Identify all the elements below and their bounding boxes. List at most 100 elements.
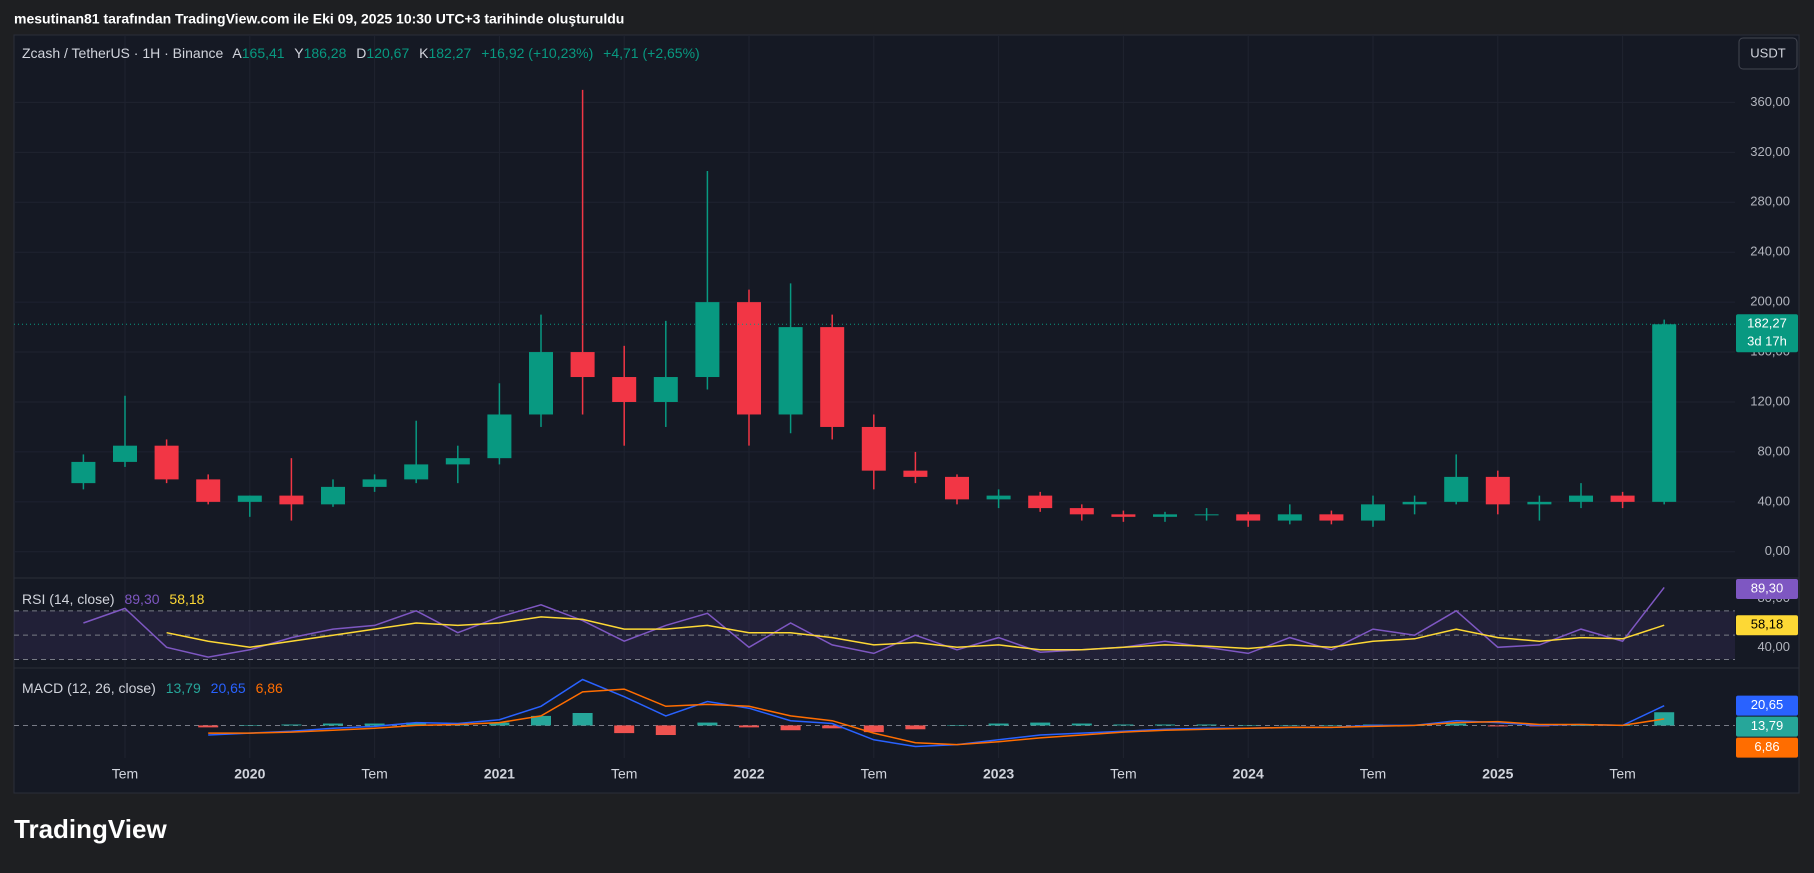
histogram-bar [822, 725, 843, 729]
time-label: 2020 [234, 766, 265, 782]
macd-legend: MACD (12, 26, close) 13,79 20,65 6,86 [22, 680, 283, 696]
candle-body [861, 426, 886, 471]
open: 165,41 [242, 45, 285, 61]
indicator-line [83, 586, 1665, 658]
histogram-bar [1446, 723, 1467, 726]
candle-body [737, 302, 761, 415]
value-box-label: 6,86 [1754, 739, 1779, 754]
time-label: Tem [1110, 766, 1136, 782]
candle-body [1361, 504, 1385, 521]
candle-body [71, 461, 96, 484]
currency-label[interactable]: USDT [1750, 45, 1785, 60]
histogram-bar [1030, 722, 1051, 726]
value-box [1736, 737, 1798, 758]
close: 182,27 [428, 45, 471, 61]
change: +16,92 (+10,23%) [481, 45, 593, 61]
macd-title: MACD (12, 26, close) [22, 680, 156, 696]
candle-body [778, 327, 803, 415]
y-tick-label: 280,00 [1750, 194, 1790, 209]
candle-body [1069, 508, 1094, 515]
histogram-bar [1155, 724, 1175, 726]
value-box-label: 58,18 [1751, 617, 1784, 632]
histogram-bar [1279, 725, 1300, 726]
time-label: Tem [861, 766, 887, 782]
value-box [1736, 716, 1798, 737]
candle-body [529, 352, 553, 415]
candle-body [154, 445, 179, 480]
rsi-legend: RSI (14, close) 89,30 58,18 [22, 591, 205, 607]
histogram-bar [988, 723, 1009, 726]
rsi-title: RSI (14, close) [22, 591, 115, 607]
candle-body [445, 458, 470, 465]
candle-body [1319, 514, 1344, 521]
candle-body [570, 352, 595, 378]
candle-body [404, 464, 429, 480]
value-box [1736, 579, 1798, 599]
countdown-label: 3d 17h [1747, 334, 1787, 349]
change-2: +4,71 (+2,65%) [603, 45, 700, 61]
candle-body [1569, 495, 1593, 502]
candle-body [612, 377, 637, 402]
histogram-bar [947, 725, 967, 726]
indicator-line [208, 688, 1665, 746]
time-label: 2023 [983, 766, 1014, 782]
overlay: Zcash / TetherUS · 1H · Binance A165,41 … [14, 37, 1798, 844]
close-label: K [419, 45, 429, 61]
candle-body [113, 445, 137, 462]
candle-body [1527, 501, 1552, 505]
candle-body [1153, 514, 1177, 517]
value-box [1736, 695, 1798, 716]
histogram-bar [572, 713, 593, 726]
candle-body [1028, 495, 1053, 509]
legend-line: Zcash / TetherUS · 1H · Binance A165,41 … [22, 45, 700, 61]
symbol: Zcash / TetherUS · 1H · Binance [22, 45, 223, 61]
y-tick-label: 240,00 [1750, 244, 1790, 259]
histogram-bar [780, 725, 801, 731]
y-tick-label: 40,00 [1757, 639, 1790, 654]
y-tick-label: 360,00 [1750, 94, 1790, 109]
candle-body [1444, 476, 1469, 502]
value-box-label: 89,30 [1751, 580, 1784, 595]
chart-frame [13, 34, 1800, 794]
histogram-bar [531, 715, 551, 726]
candle-body [321, 486, 345, 505]
histogram-bar [739, 725, 759, 728]
histogram-bar [1238, 725, 1259, 726]
macd-value: 20,65 [211, 680, 246, 696]
histogram-bar [1487, 725, 1508, 727]
header-title: mesutinan81 tarafından TradingView.com i… [14, 11, 624, 27]
histogram-bar [1113, 724, 1134, 726]
time-label: Tem [611, 766, 637, 782]
candle-body [903, 470, 928, 477]
histogram-bar [905, 725, 926, 730]
histogram-bar [364, 723, 385, 726]
candle-body [1277, 514, 1302, 521]
time-label: 2022 [733, 766, 764, 782]
histogram-bar [1571, 725, 1591, 726]
y-tick-label: 80,00 [1757, 443, 1790, 458]
histogram-bar [239, 725, 260, 726]
rsi-ma-value: 58,18 [169, 591, 204, 607]
high-label: Y [294, 45, 304, 61]
candle-body [1111, 514, 1136, 517]
candle-body [1610, 495, 1635, 502]
candle-body [362, 479, 387, 487]
y-tick-label: 200,00 [1750, 294, 1790, 309]
candle-body [1402, 501, 1427, 505]
currency-button[interactable] [1738, 37, 1798, 70]
candle-body [820, 327, 845, 427]
candle-body [487, 414, 512, 459]
plot [14, 89, 1735, 748]
y-tick-label: 320,00 [1750, 144, 1790, 159]
value-box-label: 20,65 [1751, 697, 1784, 712]
candle-body [986, 495, 1011, 500]
time-label: Tem [112, 766, 138, 782]
candle-body [1194, 514, 1219, 516]
histogram-bar [1196, 724, 1217, 726]
candle-body [653, 377, 678, 402]
last-price-label: 182,27 [1747, 316, 1787, 331]
candle-body [1485, 476, 1510, 505]
high: 186,28 [304, 45, 347, 61]
time-label: Tem [361, 766, 387, 782]
